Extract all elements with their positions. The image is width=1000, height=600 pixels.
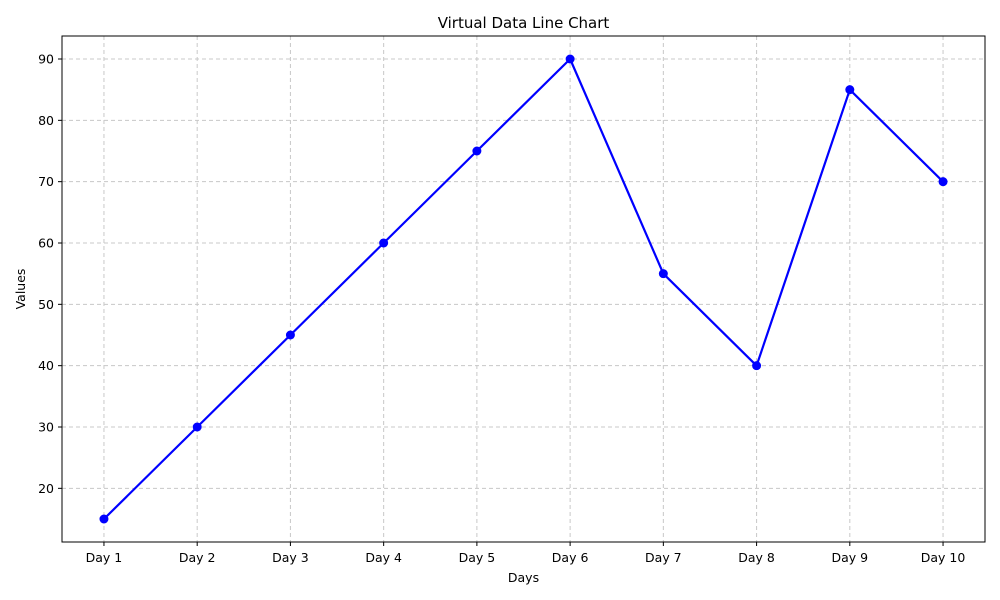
y-tick-label: 20 [38, 481, 54, 496]
x-tick-label: Day 8 [738, 550, 775, 565]
plot-frame [61, 35, 986, 543]
series-layer [99, 54, 948, 524]
x-tick-label: Day 6 [552, 550, 589, 565]
y-tick-label: 40 [38, 358, 54, 373]
data-point [379, 238, 389, 248]
data-point [565, 54, 575, 64]
series-line [103, 57, 944, 520]
y-tick-label: 70 [38, 174, 54, 189]
x-tick-label: Day 4 [365, 550, 402, 565]
x-tick-layer: Day 1 Day 2 Day 3 Day 4 Day 5 Day 6 Day 7 Day 8… [86, 542, 966, 565]
y-tick-label: 80 [38, 113, 54, 128]
x-tick-label: Day 7 [645, 550, 682, 565]
data-point [658, 269, 668, 279]
y-axis-label: Values [13, 269, 28, 310]
data-point [285, 330, 295, 340]
x-tick-label: Day 10 [921, 550, 966, 565]
data-point [192, 422, 202, 432]
data-point [99, 514, 109, 524]
x-axis-label: Days [508, 570, 539, 585]
data-point [752, 361, 762, 371]
x-tick-label: Day 9 [832, 550, 869, 565]
y-tick-label: 30 [38, 420, 54, 435]
x-tick-label: Day 3 [272, 550, 309, 565]
x-tick-label: Day 1 [86, 550, 123, 565]
data-point [845, 85, 855, 95]
data-point [472, 146, 482, 156]
y-tick-label: 60 [38, 236, 54, 251]
data-point [938, 177, 948, 187]
y-tick-layer: 20 30 40 50 60 70 80 90 [38, 52, 62, 496]
y-tick-label: 90 [38, 52, 54, 67]
x-tick-label: Day 2 [179, 550, 216, 565]
grid-layer [62, 36, 985, 542]
x-tick-label: Day 5 [459, 550, 496, 565]
chart-title: Virtual Data Line Chart [438, 14, 610, 32]
y-tick-label: 50 [38, 297, 54, 312]
